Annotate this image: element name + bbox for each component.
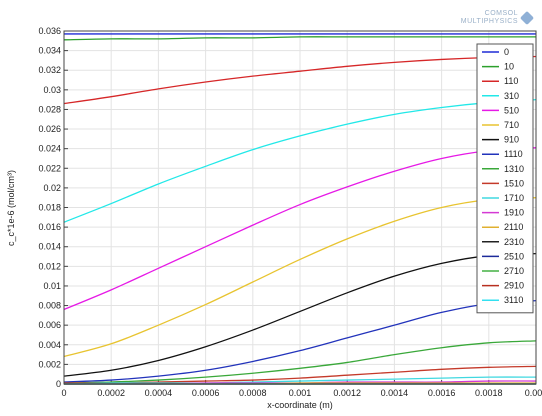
legend-label: 0 — [504, 47, 509, 57]
legend-label: 2910 — [504, 281, 524, 291]
series-line-710 — [63, 197, 537, 358]
x-tick-label: 0.0006 — [192, 388, 220, 398]
legend-label: 1110 — [504, 149, 523, 159]
y-tick-label: 0.026 — [38, 124, 61, 134]
y-tick-label: 0.022 — [38, 163, 61, 173]
series-line-1110 — [63, 300, 537, 383]
y-tick-label: 0.028 — [38, 104, 61, 114]
legend-label: 2310 — [504, 237, 524, 247]
x-tick-label: 0.0018 — [475, 388, 503, 398]
x-tick-label: 0.002 — [525, 388, 542, 398]
y-tick-label: 0.03 — [43, 85, 61, 95]
x-tick-label: 0.0002 — [97, 388, 125, 398]
y-tick-label: 0.01 — [43, 281, 61, 291]
legend-label: 1710 — [504, 193, 524, 203]
y-axis-title: c_c*1e-6 (mol/cm³) — [6, 170, 16, 246]
x-tick-labels: 0 0.0002 0.0004 0.0006 0.0008 0.001 0.0012 0.00… — [61, 388, 542, 398]
y-tick-label: 0.016 — [38, 222, 61, 232]
series-line-510 — [63, 147, 537, 311]
x-tick-label: 0.0012 — [333, 388, 361, 398]
y-tick-label: 0.012 — [38, 261, 61, 271]
legend-label: 710 — [504, 120, 519, 130]
y-tick-label: 0.034 — [38, 46, 61, 56]
logo-line-1: COMSOL — [484, 10, 518, 17]
comsol-logo: COMSOL MULTIPHYSICS — [460, 10, 535, 26]
comsol-logo-icon — [519, 10, 535, 26]
legend-box — [476, 43, 534, 314]
legend-label: 1910 — [504, 208, 524, 218]
legend-label: 2510 — [504, 251, 524, 261]
series-line-1710 — [63, 376, 537, 385]
x-tick-label: 0.0008 — [239, 388, 267, 398]
y-tick-label: 0.006 — [38, 320, 61, 330]
y-tick-label: 0.018 — [38, 203, 61, 213]
x-axis-title: x-coordinate (m) — [267, 400, 333, 410]
y-tick-label: 0 — [56, 379, 61, 389]
plot-border — [63, 30, 537, 385]
x-tick-label: 0.0004 — [145, 388, 173, 398]
x-tick-label: 0.001 — [289, 388, 312, 398]
legend-label: 1510 — [504, 178, 524, 188]
x-tick-label: 0.0016 — [428, 388, 456, 398]
legend-label: 10 — [504, 62, 514, 72]
series-line-310 — [63, 98, 537, 223]
legend-label: 2710 — [504, 266, 524, 276]
y-tick-label: 0.024 — [38, 144, 61, 154]
x-tick-label: 0.0014 — [381, 388, 409, 398]
y-tick-label: 0.002 — [38, 359, 61, 369]
y-tick-label: 0.004 — [38, 340, 61, 350]
series-line-110 — [63, 55, 537, 105]
series-line-910 — [63, 252, 537, 377]
series-line-10 — [63, 36, 536, 41]
y-tick-label: 0.008 — [38, 301, 61, 311]
legend-label: 3110 — [504, 295, 523, 305]
y-tick-label: 0.014 — [38, 242, 61, 252]
y-tick-label: 0.02 — [43, 183, 61, 193]
x-tick-label: 0 — [61, 388, 66, 398]
y-tick-labels: 0 0.002 0.004 0.006 0.008 0.01 0.012 0.014 0.016… — [38, 26, 61, 389]
legend-label: 910 — [504, 135, 519, 145]
logo-line-2: MULTIPHYSICS — [460, 18, 518, 25]
series-line-1310 — [63, 340, 537, 384]
legend-label: 310 — [504, 91, 519, 101]
legend-label: 2110 — [504, 222, 523, 232]
legend-label: 510 — [504, 105, 519, 115]
y-tick-label: 0.032 — [38, 65, 61, 75]
legend: 0 10 110 310 510 710 910 1110 1310 1510 1710 1910 21… — [476, 43, 534, 314]
legend-label: 110 — [504, 76, 518, 86]
legend-label: 1310 — [504, 164, 524, 174]
y-tick-label: 0.036 — [38, 26, 61, 36]
